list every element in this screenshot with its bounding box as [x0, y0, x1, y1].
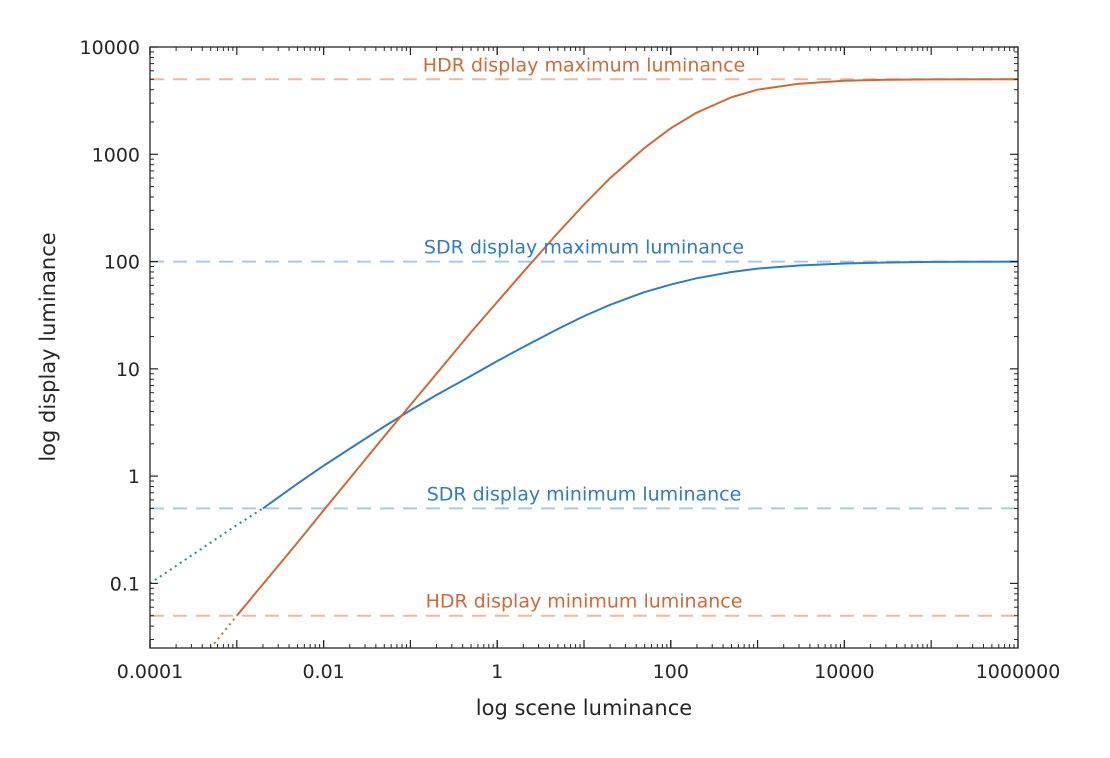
series-hdr-line: [236, 78, 1018, 617]
reference-label-3: HDR display minimum luminance: [426, 591, 743, 613]
y-tick-label: 0.1: [110, 573, 140, 595]
x-tick-label: 100: [653, 661, 689, 683]
y-axis-title: log display luminance: [36, 232, 60, 461]
y-tick-label: 10: [116, 359, 140, 381]
x-tick-label: 1000000: [976, 661, 1061, 683]
x-tick-label: 10000: [814, 661, 874, 683]
reference-lines: [150, 78, 1018, 617]
reference-label-2: SDR display minimum luminance: [427, 483, 742, 505]
reference-label-0: HDR display maximum luminance: [423, 54, 745, 76]
x-tick-label: 0.0001: [117, 661, 183, 683]
axis-ticks: 0.0001 0.01 1 100 10000 1000000 0.1 1 10 100 1000 1…: [80, 37, 1061, 683]
plot-frame: [149, 46, 1019, 649]
y-tick-label: 10000: [80, 37, 140, 59]
x-tick-label: 1: [491, 661, 503, 683]
series-group: [150, 78, 1018, 648]
x-axis-title: log scene luminance: [476, 696, 692, 720]
x-tick-label: 0.01: [302, 661, 344, 683]
series-sdr-line: [262, 260, 1018, 510]
y-tick-label: 1: [128, 466, 140, 488]
y-tick-label: 100: [104, 252, 140, 274]
series-sdr-extrapolated: [150, 507, 264, 585]
reference-label-1: SDR display maximum luminance: [424, 237, 744, 259]
annotations: HDR display maximum luminance SDR display…: [423, 54, 745, 612]
y-tick-label: 1000: [92, 144, 140, 166]
